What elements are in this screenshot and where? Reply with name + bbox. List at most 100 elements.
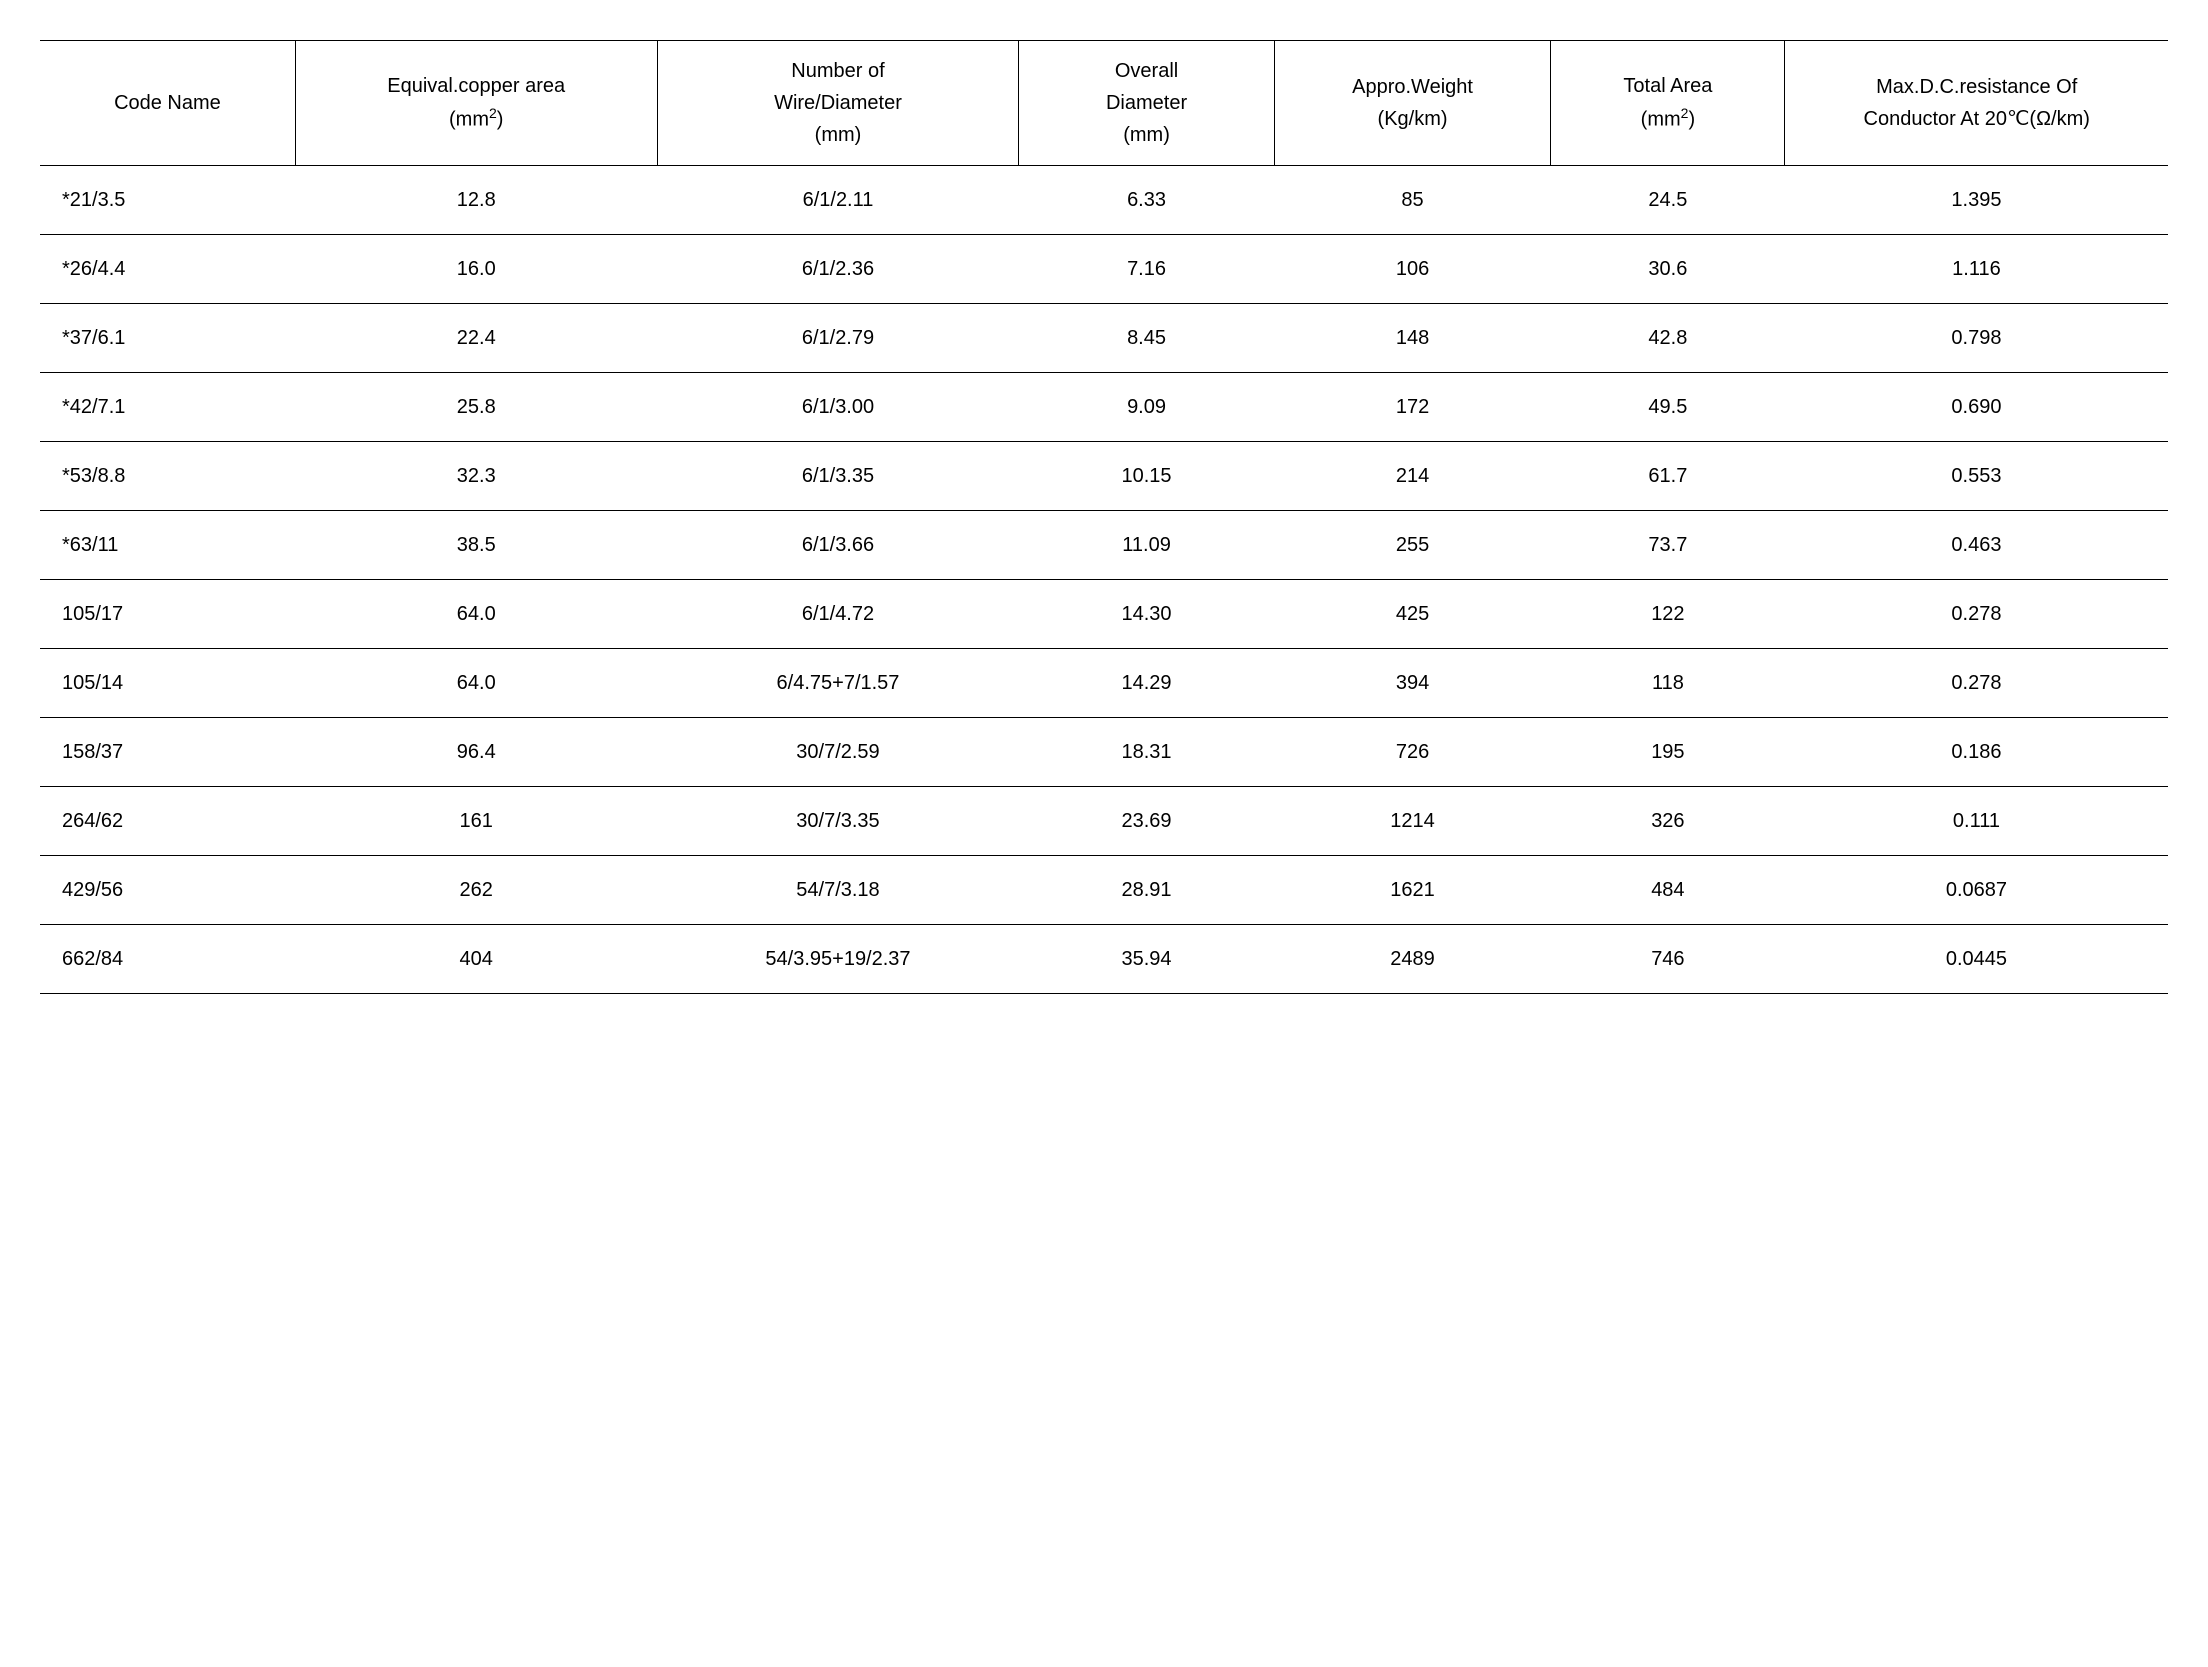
table-row: *63/1138.56/1/3.6611.0925573.70.463 (40, 511, 2168, 580)
cell-overall: 10.15 (1019, 442, 1274, 511)
cell-code: 158/37 (40, 718, 295, 787)
cell-resist: 0.553 (1785, 442, 2168, 511)
cell-code: 662/84 (40, 925, 295, 994)
cell-equiv: 38.5 (295, 511, 657, 580)
cell-resist: 0.798 (1785, 304, 2168, 373)
cell-weight: 425 (1274, 580, 1551, 649)
cell-code: 429/56 (40, 856, 295, 925)
cell-totalarea: 42.8 (1551, 304, 1785, 373)
cell-wires: 6/1/3.66 (657, 511, 1019, 580)
cell-weight: 172 (1274, 373, 1551, 442)
col-header-overall: OverallDiameter(mm) (1019, 41, 1274, 166)
table-row: 662/8440454/3.95+19/2.3735.9424897460.04… (40, 925, 2168, 994)
cell-resist: 0.690 (1785, 373, 2168, 442)
cell-resist: 0.278 (1785, 580, 2168, 649)
cell-wires: 6/4.75+7/1.57 (657, 649, 1019, 718)
cell-code: 105/14 (40, 649, 295, 718)
cell-totalarea: 484 (1551, 856, 1785, 925)
col-header-wires: Number ofWire/Diameter(mm) (657, 41, 1019, 166)
cell-code: *21/3.5 (40, 166, 295, 235)
cell-equiv: 12.8 (295, 166, 657, 235)
col-header-weight: Appro.Weight(Kg/km) (1274, 41, 1551, 166)
cell-equiv: 64.0 (295, 649, 657, 718)
cell-wires: 6/1/2.11 (657, 166, 1019, 235)
cell-weight: 214 (1274, 442, 1551, 511)
cell-equiv: 161 (295, 787, 657, 856)
cell-resist: 0.278 (1785, 649, 2168, 718)
col-header-resist: Max.D.C.resistance OfConductor At 20℃(Ω/… (1785, 41, 2168, 166)
col-header-equiv: Equival.copper area(mm2) (295, 41, 657, 166)
cell-wires: 6/1/3.00 (657, 373, 1019, 442)
cell-totalarea: 122 (1551, 580, 1785, 649)
cell-totalarea: 118 (1551, 649, 1785, 718)
cell-wires: 30/7/3.35 (657, 787, 1019, 856)
cell-equiv: 404 (295, 925, 657, 994)
cell-code: 105/17 (40, 580, 295, 649)
cell-resist: 1.116 (1785, 235, 2168, 304)
table-row: 105/1764.06/1/4.7214.304251220.278 (40, 580, 2168, 649)
cell-code: *42/7.1 (40, 373, 295, 442)
cell-totalarea: 61.7 (1551, 442, 1785, 511)
cell-weight: 1214 (1274, 787, 1551, 856)
cell-equiv: 32.3 (295, 442, 657, 511)
cell-totalarea: 49.5 (1551, 373, 1785, 442)
cell-resist: 0.0445 (1785, 925, 2168, 994)
table-row: *42/7.125.86/1/3.009.0917249.50.690 (40, 373, 2168, 442)
cell-wires: 6/1/4.72 (657, 580, 1019, 649)
cell-totalarea: 326 (1551, 787, 1785, 856)
table-row: *37/6.122.46/1/2.798.4514842.80.798 (40, 304, 2168, 373)
cell-resist: 1.395 (1785, 166, 2168, 235)
cell-totalarea: 30.6 (1551, 235, 1785, 304)
col-header-code: Code Name (40, 41, 295, 166)
cell-wires: 30/7/2.59 (657, 718, 1019, 787)
cell-code: *26/4.4 (40, 235, 295, 304)
cell-equiv: 96.4 (295, 718, 657, 787)
cell-equiv: 22.4 (295, 304, 657, 373)
cell-weight: 2489 (1274, 925, 1551, 994)
cell-totalarea: 73.7 (1551, 511, 1785, 580)
cell-overall: 28.91 (1019, 856, 1274, 925)
table-head: Code Name Equival.copper area(mm2) Numbe… (40, 41, 2168, 166)
cell-equiv: 16.0 (295, 235, 657, 304)
table-row: 105/1464.06/4.75+7/1.5714.293941180.278 (40, 649, 2168, 718)
cell-overall: 18.31 (1019, 718, 1274, 787)
cell-weight: 255 (1274, 511, 1551, 580)
cell-code: 264/62 (40, 787, 295, 856)
cell-code: *63/11 (40, 511, 295, 580)
cell-wires: 6/1/2.36 (657, 235, 1019, 304)
cell-wires: 54/3.95+19/2.37 (657, 925, 1019, 994)
cell-equiv: 25.8 (295, 373, 657, 442)
cell-overall: 23.69 (1019, 787, 1274, 856)
cell-totalarea: 746 (1551, 925, 1785, 994)
cell-equiv: 262 (295, 856, 657, 925)
table-body: *21/3.512.86/1/2.116.338524.51.395*26/4.… (40, 166, 2168, 994)
cell-weight: 106 (1274, 235, 1551, 304)
table-row: *53/8.832.36/1/3.3510.1521461.70.553 (40, 442, 2168, 511)
table-row: 158/3796.430/7/2.5918.317261950.186 (40, 718, 2168, 787)
table-row: 264/6216130/7/3.3523.6912143260.111 (40, 787, 2168, 856)
conductor-spec-table: Code Name Equival.copper area(mm2) Numbe… (40, 40, 2168, 994)
cell-overall: 14.29 (1019, 649, 1274, 718)
cell-overall: 7.16 (1019, 235, 1274, 304)
cell-resist: 0.0687 (1785, 856, 2168, 925)
cell-weight: 85 (1274, 166, 1551, 235)
cell-resist: 0.186 (1785, 718, 2168, 787)
cell-weight: 394 (1274, 649, 1551, 718)
cell-resist: 0.463 (1785, 511, 2168, 580)
cell-totalarea: 24.5 (1551, 166, 1785, 235)
cell-overall: 8.45 (1019, 304, 1274, 373)
cell-equiv: 64.0 (295, 580, 657, 649)
cell-resist: 0.111 (1785, 787, 2168, 856)
col-header-totalarea: Total Area(mm2) (1551, 41, 1785, 166)
cell-weight: 726 (1274, 718, 1551, 787)
cell-overall: 6.33 (1019, 166, 1274, 235)
table-row: *26/4.416.06/1/2.367.1610630.61.116 (40, 235, 2168, 304)
cell-code: *53/8.8 (40, 442, 295, 511)
cell-code: *37/6.1 (40, 304, 295, 373)
cell-totalarea: 195 (1551, 718, 1785, 787)
table-row: *21/3.512.86/1/2.116.338524.51.395 (40, 166, 2168, 235)
cell-overall: 35.94 (1019, 925, 1274, 994)
cell-weight: 1621 (1274, 856, 1551, 925)
cell-overall: 9.09 (1019, 373, 1274, 442)
cell-overall: 14.30 (1019, 580, 1274, 649)
